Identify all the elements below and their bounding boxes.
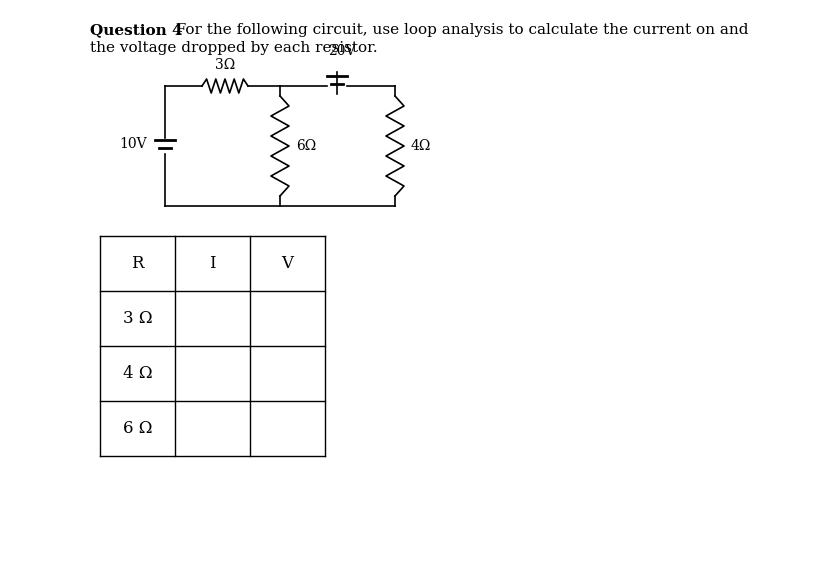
Text: 10V: 10V <box>119 137 147 151</box>
Text: 4 Ω: 4 Ω <box>122 365 152 382</box>
Text: For the following circuit, use loop analysis to calculate the current on and: For the following circuit, use loop anal… <box>165 23 748 37</box>
Text: 3Ω: 3Ω <box>215 58 235 72</box>
Text: V: V <box>281 255 293 272</box>
Text: I: I <box>209 255 216 272</box>
Text: 6Ω: 6Ω <box>295 139 316 153</box>
Text: the voltage dropped by each resistor.: the voltage dropped by each resistor. <box>90 41 377 55</box>
Text: 3 Ω: 3 Ω <box>122 310 152 327</box>
Text: 6 Ω: 6 Ω <box>122 420 152 437</box>
Text: R: R <box>131 255 144 272</box>
Text: Question 4: Question 4 <box>90 23 183 37</box>
Text: 4Ω: 4Ω <box>410 139 431 153</box>
Text: 20V: 20V <box>327 44 356 58</box>
